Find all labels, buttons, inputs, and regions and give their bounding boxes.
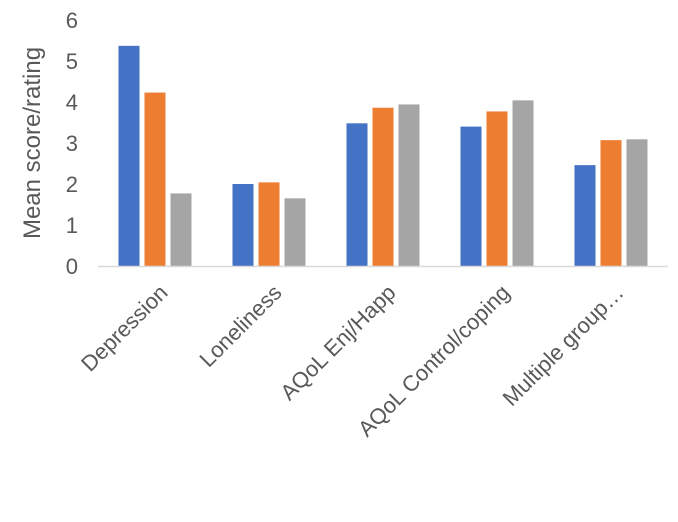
bar-series-1-2 <box>346 123 368 266</box>
bar-series-1-1 <box>232 184 254 266</box>
bar-series-3-3 <box>512 100 534 266</box>
x-category-label: Multiple group… <box>498 280 629 411</box>
bar-series-3-2 <box>398 104 420 267</box>
bar-series-2-2 <box>372 107 394 267</box>
bar-series-2-0 <box>144 92 166 266</box>
x-category-label: Depression <box>76 280 172 376</box>
bar-series-2-4 <box>600 140 622 266</box>
y-tick-label: 6 <box>66 8 78 33</box>
y-tick-label: 0 <box>66 254 78 279</box>
bar-series-1-4 <box>574 165 596 266</box>
x-category-label: AQoL Enj/Happ <box>275 280 400 405</box>
bar-series-3-1 <box>284 198 306 266</box>
y-axis-title: Mean score/rating <box>19 47 46 239</box>
y-tick-label: 5 <box>66 49 78 74</box>
x-category-label: Loneliness <box>194 280 286 372</box>
y-tick-label: 4 <box>66 90 78 115</box>
bar-series-2-1 <box>258 182 280 266</box>
y-tick-label: 2 <box>66 172 78 197</box>
y-tick-label: 1 <box>66 213 78 238</box>
y-tick-label: 3 <box>66 131 78 156</box>
bar-series-1-3 <box>460 126 482 266</box>
bar-series-2-3 <box>486 111 508 267</box>
bar-series-3-0 <box>170 193 192 266</box>
bar-series-1-0 <box>118 45 140 266</box>
bar-series-3-4 <box>626 139 648 266</box>
